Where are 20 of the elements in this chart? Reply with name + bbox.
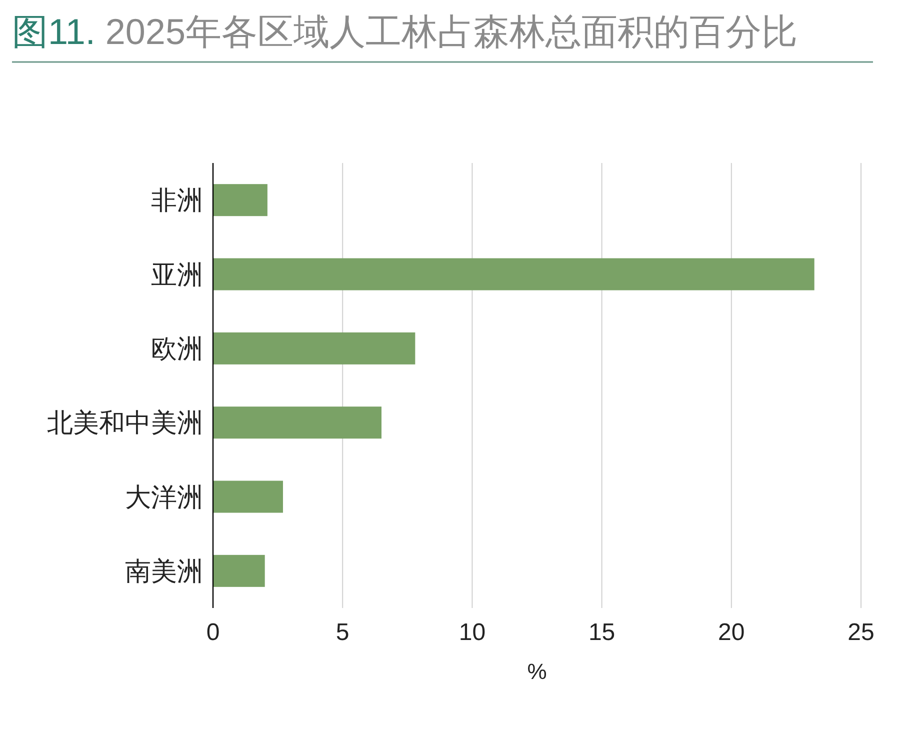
x-tick-label: 15 [588, 619, 616, 646]
y-tick-label: 亚洲 [151, 259, 203, 290]
x-axis-title: % [527, 659, 547, 684]
x-tick-label: 0 [206, 619, 220, 646]
bar [213, 258, 814, 290]
y-tick-label: 南美洲 [125, 556, 203, 586]
x-tick-label: 25 [848, 619, 874, 646]
y-tick-label: 北美和中美洲 [47, 408, 203, 438]
bar [213, 554, 265, 587]
y-tick-label: 欧洲 [151, 333, 203, 364]
chart-title: 图11. 2025年各区域人工林占森林总面积的百分比 [12, 11, 798, 52]
bar [213, 406, 382, 439]
bar [213, 332, 416, 364]
x-tick-label: 5 [336, 619, 350, 646]
y-tick-label: 大洋洲 [125, 482, 203, 512]
bar [213, 184, 268, 216]
bar [213, 480, 283, 513]
y-tick-label: 非洲 [151, 185, 203, 216]
x-tick-label: 20 [718, 619, 745, 646]
x-tick-label: 10 [458, 619, 486, 646]
